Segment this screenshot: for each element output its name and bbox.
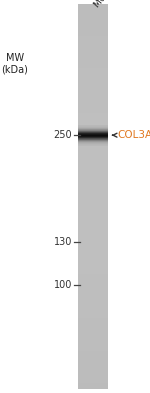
Bar (78, 158, 108, 164)
Bar (78, 196, 108, 203)
Bar (78, 370, 108, 376)
Bar (78, 351, 108, 357)
Bar (78, 10, 108, 17)
Bar (78, 261, 108, 267)
Bar (78, 126, 108, 132)
Text: Mouse testis: Mouse testis (93, 0, 136, 10)
Bar (78, 113, 108, 119)
Bar (78, 145, 108, 152)
Bar (78, 177, 108, 184)
Bar (78, 62, 108, 68)
Bar (78, 306, 108, 312)
Text: COL3A1: COL3A1 (117, 130, 150, 140)
Bar (78, 299, 108, 306)
Bar (78, 17, 108, 23)
Bar (78, 81, 108, 87)
Bar (78, 229, 108, 235)
Bar (78, 100, 108, 107)
Bar (78, 68, 108, 75)
Bar (78, 107, 108, 113)
Bar (78, 29, 108, 36)
Text: 250: 250 (53, 130, 72, 140)
Bar (78, 357, 108, 364)
Bar (78, 286, 108, 293)
Bar (78, 36, 108, 42)
Bar (78, 376, 108, 383)
Bar (78, 171, 108, 177)
Bar (78, 331, 108, 338)
Bar (78, 139, 108, 145)
Bar (78, 164, 108, 171)
Bar (78, 55, 108, 62)
Bar (78, 280, 108, 286)
Bar (78, 312, 108, 318)
Text: MW
(kDa): MW (kDa) (2, 53, 28, 75)
Bar (78, 383, 108, 389)
Bar (78, 209, 108, 216)
Bar (78, 203, 108, 209)
Bar (78, 344, 108, 351)
Bar (78, 87, 108, 94)
Bar (78, 267, 108, 274)
Bar (78, 364, 108, 370)
Bar (78, 235, 108, 241)
Bar (78, 338, 108, 344)
Bar (78, 293, 108, 299)
Text: 100: 100 (54, 280, 72, 290)
Bar (78, 132, 108, 139)
Bar (78, 190, 108, 196)
Bar (78, 216, 108, 222)
Bar (78, 254, 108, 261)
Bar (78, 49, 108, 55)
Bar (78, 222, 108, 229)
Bar (78, 241, 108, 248)
Bar (78, 42, 108, 49)
Bar (78, 318, 108, 325)
Bar (78, 274, 108, 280)
Text: 130: 130 (54, 237, 72, 247)
Bar (78, 152, 108, 158)
Bar (78, 75, 108, 81)
Bar (78, 325, 108, 331)
Bar (78, 248, 108, 254)
Bar (78, 119, 108, 126)
Bar (78, 4, 108, 10)
Bar (78, 94, 108, 100)
Bar (78, 184, 108, 190)
Bar (78, 23, 108, 29)
